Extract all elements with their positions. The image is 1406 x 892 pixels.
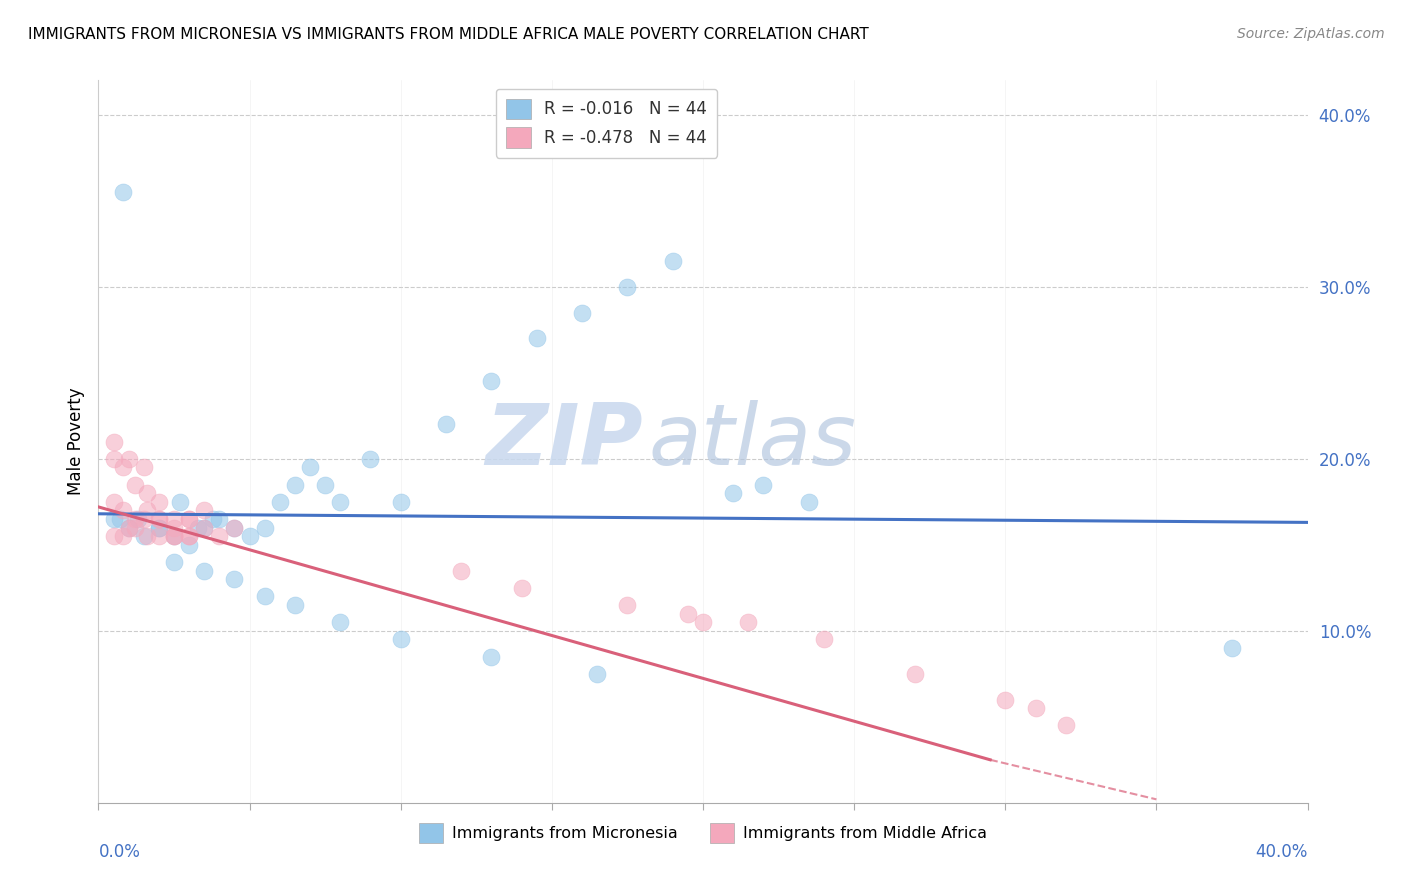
Point [434, 417, 457, 432]
Text: Source: ZipAtlas.com: Source: ZipAtlas.com [1237, 27, 1385, 41]
Point [904, 666, 927, 681]
Point [510, 581, 533, 595]
Point [314, 477, 336, 491]
Point [481, 649, 503, 664]
Point [169, 494, 191, 508]
Point [208, 529, 231, 543]
Point [135, 529, 157, 543]
Point [737, 615, 759, 630]
Text: 40.0%: 40.0% [1256, 843, 1308, 861]
Point [193, 520, 215, 534]
Point [127, 512, 149, 526]
Point [193, 503, 215, 517]
Point [163, 529, 186, 543]
Point [586, 666, 609, 681]
Point [187, 520, 209, 534]
Point [193, 564, 215, 578]
Point [135, 503, 157, 517]
Point [148, 520, 170, 534]
Point [163, 529, 186, 543]
Text: ZIP: ZIP [485, 400, 643, 483]
Point [111, 529, 134, 543]
Point [813, 632, 835, 647]
Point [111, 503, 134, 517]
Point [124, 477, 146, 491]
Point [103, 451, 125, 466]
Point [481, 375, 503, 389]
Point [108, 512, 131, 526]
Point [111, 460, 134, 475]
Text: 0.0%: 0.0% [98, 843, 141, 861]
Point [692, 615, 714, 630]
Point [752, 477, 775, 491]
Point [179, 538, 201, 552]
Point [253, 590, 276, 604]
Point [111, 185, 134, 199]
Point [179, 512, 201, 526]
Point [329, 494, 352, 508]
Point [179, 529, 201, 543]
Point [135, 486, 157, 500]
Text: IMMIGRANTS FROM MICRONESIA VS IMMIGRANTS FROM MIDDLE AFRICA MALE POVERTY CORRELA: IMMIGRANTS FROM MICRONESIA VS IMMIGRANTS… [28, 27, 869, 42]
Legend: Immigrants from Micronesia, Immigrants from Middle Africa: Immigrants from Micronesia, Immigrants f… [412, 817, 994, 849]
Point [179, 529, 201, 543]
Point [208, 512, 231, 526]
Point [103, 512, 125, 526]
Point [676, 607, 699, 621]
Point [299, 460, 322, 475]
Point [1054, 718, 1077, 732]
Point [118, 520, 141, 534]
Point [253, 520, 276, 534]
Point [224, 520, 246, 534]
Point [132, 460, 155, 475]
Point [103, 529, 125, 543]
Point [163, 529, 186, 543]
Point [124, 512, 146, 526]
Point [994, 692, 1017, 706]
Point [616, 279, 638, 293]
Point [118, 520, 141, 534]
Point [224, 520, 246, 534]
Text: atlas: atlas [648, 400, 856, 483]
Y-axis label: Male Poverty: Male Poverty [66, 388, 84, 495]
Point [163, 512, 186, 526]
Point [148, 512, 170, 526]
Point [1024, 701, 1046, 715]
Point [103, 434, 125, 449]
Point [269, 494, 291, 508]
Point [163, 555, 186, 569]
Point [661, 253, 683, 268]
Point [329, 615, 352, 630]
Point [103, 494, 125, 508]
Point [571, 305, 593, 319]
Point [389, 494, 412, 508]
Point [360, 451, 382, 466]
Point [450, 564, 472, 578]
Point [132, 512, 155, 526]
Point [1220, 640, 1243, 655]
Point [124, 520, 146, 534]
Point [193, 520, 215, 534]
Point [202, 512, 225, 526]
Point [797, 494, 820, 508]
Point [148, 512, 170, 526]
Point [163, 520, 186, 534]
Point [616, 598, 638, 612]
Point [723, 486, 745, 500]
Point [148, 520, 170, 534]
Point [239, 529, 262, 543]
Point [284, 598, 307, 612]
Point [284, 477, 307, 491]
Point [179, 512, 201, 526]
Point [118, 451, 141, 466]
Point [148, 529, 170, 543]
Point [224, 572, 246, 586]
Point [132, 529, 155, 543]
Point [526, 331, 548, 345]
Point [148, 494, 170, 508]
Point [389, 632, 412, 647]
